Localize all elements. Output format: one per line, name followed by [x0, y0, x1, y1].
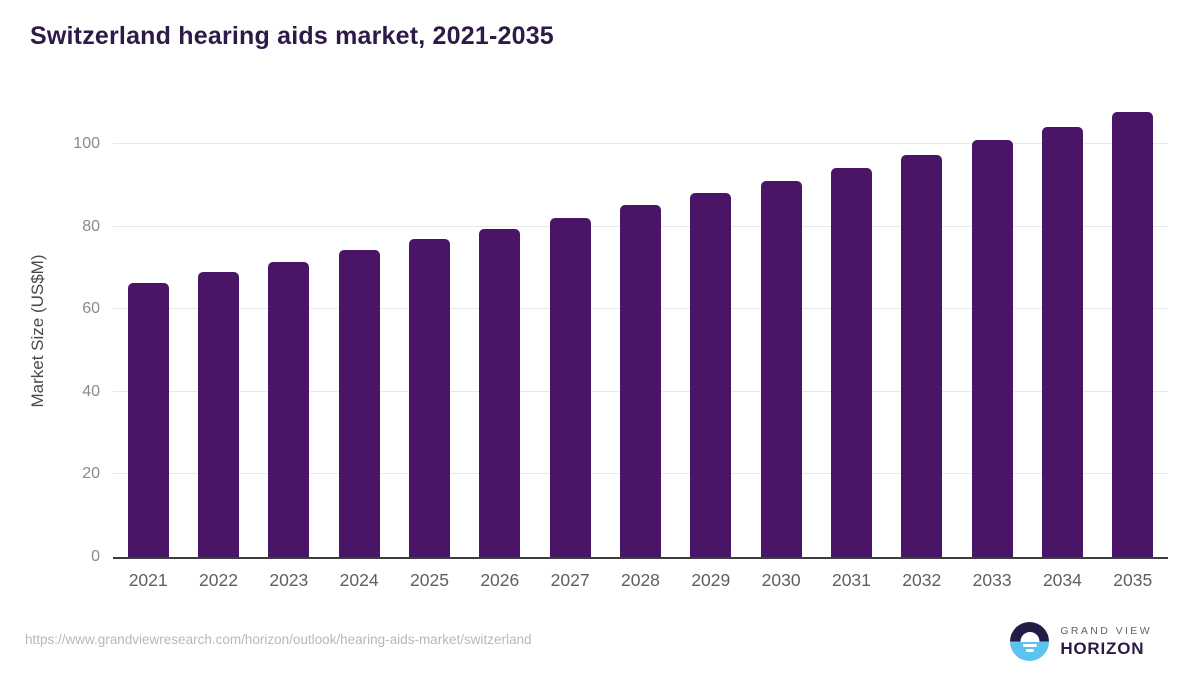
bar-slot-2024 — [324, 103, 394, 557]
bar-slot-2031 — [816, 103, 886, 557]
bar-2033 — [971, 139, 1013, 557]
x-tick-2033: 2033 — [972, 570, 1012, 590]
bar-slot-2023 — [254, 103, 324, 557]
chart-title: Switzerland hearing aids market, 2021-20… — [30, 22, 554, 50]
y-tick-20: 20 — [82, 465, 100, 483]
reflection-bar-2 — [1025, 649, 1034, 652]
y-tick-100: 100 — [73, 135, 100, 153]
bar-slot-2021 — [113, 103, 183, 557]
y-tick-80: 80 — [82, 217, 100, 235]
x-tick-2021: 2021 — [128, 570, 168, 590]
bar-slot-2035 — [1098, 103, 1168, 557]
y-axis-label: Market Size (US$M) — [28, 254, 47, 408]
x-axis-labels: 2021 2022 2023 2024 2025 2026 2027 2028 2029 2030… — [113, 570, 1168, 591]
x-tick-2023: 2023 — [269, 570, 309, 590]
bar-2023 — [268, 262, 310, 557]
bar-2029 — [690, 192, 732, 557]
brand-name-bottom: HORIZON — [1060, 638, 1145, 658]
x-tick-2032: 2032 — [902, 570, 942, 590]
y-tick-0: 0 — [91, 548, 100, 565]
bar-2034 — [1041, 126, 1083, 557]
x-tick-2030: 2030 — [761, 570, 801, 590]
y-tick-40: 40 — [82, 382, 100, 400]
plot-area: 2021 2022 2023 2024 2025 2026 2027 2028 2029 2030… — [73, 103, 1168, 590]
bar-slot-2026 — [465, 103, 535, 557]
bar-2028 — [619, 205, 661, 557]
x-tick-2027: 2027 — [550, 570, 590, 590]
bar-slot-2034 — [1027, 103, 1097, 557]
x-tick-2024: 2024 — [339, 570, 379, 590]
bar-2027 — [549, 218, 591, 557]
x-tick-2035: 2035 — [1113, 570, 1153, 590]
x-tick-2025: 2025 — [410, 570, 449, 590]
bar-2031 — [830, 168, 872, 557]
brand-logo: GRAND VIEW HORIZON — [1010, 622, 1152, 661]
bar-2030 — [760, 181, 802, 557]
bars-container — [113, 103, 1168, 557]
brand-text: GRAND VIEW HORIZON — [1060, 625, 1152, 659]
bar-slot-2033 — [957, 103, 1027, 557]
gridline-100 — [113, 143, 1168, 145]
bar-slot-2022 — [183, 103, 253, 557]
brand-name-top: GRAND VIEW — [1060, 624, 1152, 637]
bar-slot-2025 — [394, 103, 464, 557]
bar-slot-2032 — [887, 103, 957, 557]
source-url: https://www.grandviewresearch.com/horizo… — [25, 632, 532, 647]
bar-2035 — [1112, 111, 1154, 557]
bar-slot-2030 — [746, 103, 816, 557]
x-tick-2034: 2034 — [1042, 570, 1082, 590]
x-tick-2026: 2026 — [480, 570, 520, 590]
x-tick-2029: 2029 — [691, 570, 731, 590]
bar-2022 — [197, 272, 239, 557]
bar-2024 — [338, 249, 380, 557]
bar-2025 — [408, 239, 450, 557]
reflection-bar-1 — [1022, 643, 1037, 647]
bar-2021 — [127, 282, 169, 557]
sun-dome-shape — [1020, 632, 1040, 642]
bar-slot-2027 — [535, 103, 605, 557]
bar-2026 — [479, 229, 521, 557]
y-tick-60: 60 — [82, 300, 100, 318]
x-tick-2028: 2028 — [620, 570, 660, 590]
bar-slot-2029 — [676, 103, 746, 557]
sunrise-horizon-icon — [1010, 622, 1050, 661]
bar-2032 — [901, 154, 943, 557]
bar-slot-2028 — [605, 103, 675, 557]
x-tick-2022: 2022 — [199, 570, 238, 590]
x-tick-2031: 2031 — [831, 570, 871, 590]
